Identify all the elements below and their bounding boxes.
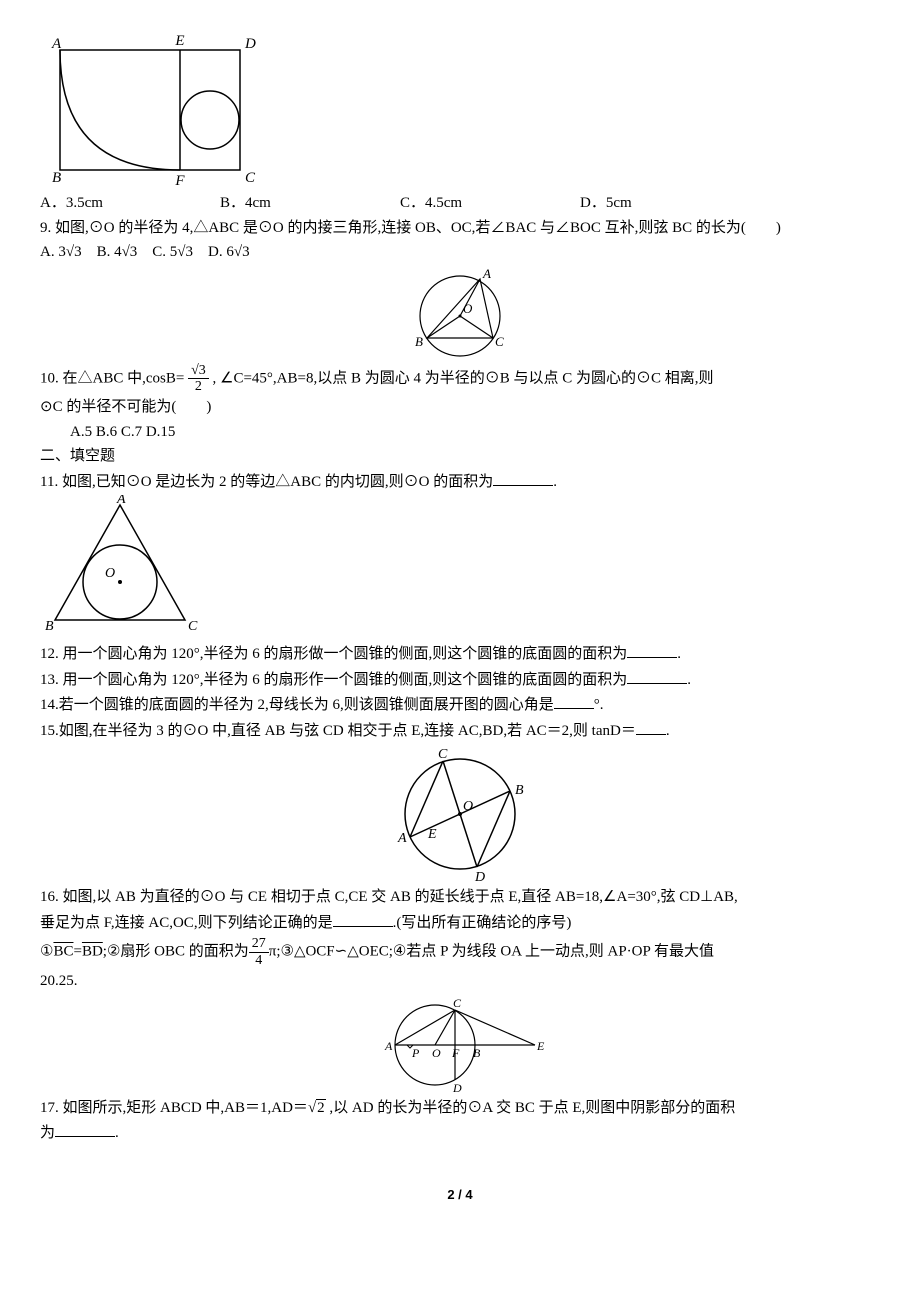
section-2-heading: 二、填空题 (40, 445, 880, 468)
label-A15: A (397, 831, 407, 846)
q16-mid: ;②扇形 OBC 的面积为 (103, 944, 249, 960)
q17-l2: 为 (40, 1125, 55, 1141)
q17-line1: 17. 如图所示,矩形 ABCD 中,AB＝1,AD＝√2 ,以 AD 的长为半… (40, 1097, 880, 1120)
q10-options: A.5 B.6 C.7 D.15 (40, 421, 880, 444)
q16-line3: ①BC=BD;②扇形 OBC 的面积为274π;③△OCF∽△OEC;④若点 P… (40, 936, 880, 968)
q14-line: 14.若一个圆锥的底面圆的半径为 2,母线长为 6,则该圆锥侧面展开图的圆心角是… (40, 693, 880, 717)
q15-line: 15.如图,在半径为 3 的⊙O 中,直径 AB 与弦 CD 相交于点 E,连接… (40, 719, 880, 743)
figure-q11: A B C O (40, 495, 200, 640)
q13-text: 13. 用一个圆心角为 120°,半径为 6 的扇形作一个圆锥的侧面,则这个圆锥… (40, 672, 627, 688)
q14-text: 14.若一个圆锥的底面圆的半径为 2,母线长为 6,则该圆锥侧面展开图的圆心角是 (40, 697, 554, 713)
q13-line: 13. 用一个圆心角为 120°,半径为 6 的扇形作一个圆锥的侧面,则这个圆锥… (40, 668, 880, 692)
label-D: D (244, 36, 256, 52)
q8-opt-a: A．3.5cm (40, 192, 220, 215)
q17-pre: 17. 如图所示,矩形 ABCD 中,AB＝1,AD＝ (40, 1100, 308, 1116)
arc-bc: BC (53, 944, 73, 960)
q16-line2: 垂足为点 F,连接 AC,OC,则下列结论正确的是 .(写出所有正确结论的序号) (40, 911, 880, 935)
label-C16: C (453, 996, 462, 1010)
q11-text: 11. 如图,已知⊙O 是边长为 2 的等边△ABC 的内切圆,则⊙O 的面积为 (40, 474, 493, 490)
label-A9: A (482, 266, 491, 281)
q14-suffix: °. (594, 697, 604, 713)
label-E16: E (536, 1039, 545, 1053)
q8-options: A．3.5cm B．4cm C．4.5cm D．5cm (40, 192, 880, 215)
q9-text: 9. 如图,⊙O 的半径为 4,△ABC 是⊙O 的内接三角形,连接 OB、OC… (40, 217, 880, 240)
page-footer: 2 / 4 (40, 1185, 880, 1205)
label-A16: A (384, 1039, 393, 1053)
q8-opt-c: C．4.5cm (400, 192, 580, 215)
label-D15: D (474, 870, 485, 884)
q10-post: , ∠C=45°,AB=8,以点 B 为圆心 4 为半径的⊙B 与以点 C 为圆… (213, 370, 714, 386)
label-A11: A (116, 495, 126, 507)
label-F16: F (451, 1046, 460, 1060)
q14-blank (554, 693, 594, 709)
label-O16: O (432, 1046, 441, 1060)
label-O9: O (463, 301, 473, 316)
q16-l2-pre: 垂足为点 F,连接 AC,OC,则下列结论正确的是 (40, 915, 333, 931)
q16-line1: 16. 如图,以 AB 为直径的⊙O 与 CE 相切于点 C,CE 交 AB 的… (40, 886, 880, 909)
q16-frac: 274 (249, 936, 269, 968)
q12-line: 12. 用一个圆心角为 120°,半径为 6 的扇形做一个圆锥的侧面,则这个圆锥… (40, 642, 880, 666)
q16-circ1: ① (40, 944, 53, 960)
label-P16: P (411, 1046, 420, 1060)
arc-eq: = (73, 944, 81, 960)
q12-blank (627, 642, 677, 658)
q11-blank (493, 470, 553, 486)
q13-blank (627, 668, 687, 684)
q12-text: 12. 用一个圆心角为 120°,半径为 6 的扇形做一个圆锥的侧面,则这个圆锥… (40, 646, 627, 662)
q17-blank (55, 1121, 115, 1137)
figure-q15: A B C D E O (380, 744, 540, 884)
label-O15: O (463, 799, 473, 814)
q17-line2: 为. (40, 1121, 880, 1145)
label-C11: C (188, 619, 198, 634)
figure-q8: A E D B F C (40, 30, 260, 190)
figure-q9: A B C O (395, 266, 525, 361)
label-B16: B (473, 1046, 481, 1060)
q8-opt-b: B．4cm (220, 192, 400, 215)
label-B9: B (415, 334, 423, 349)
label-A: A (51, 36, 62, 52)
q10-line2: ⊙C 的半径不可能为( ) (40, 396, 880, 419)
q8-opt-d: D．5cm (580, 192, 760, 215)
q16-l2-suf: .(写出所有正确结论的序号) (393, 915, 572, 931)
q9-options: A. 3√3 B. 4√3 C. 5√3 D. 6√3 (40, 241, 880, 264)
label-B15: B (515, 783, 524, 798)
q10-frac: √32 (188, 363, 209, 395)
label-F: F (174, 173, 185, 189)
q11-line: 11. 如图,已知⊙O 是边长为 2 的等边△ABC 的内切圆,则⊙O 的面积为… (40, 470, 880, 494)
label-E: E (174, 33, 184, 49)
q17-sqrt: 2 (316, 1099, 326, 1116)
q10-pre: 10. 在△ABC 中,cosB= (40, 370, 184, 386)
q16-post: π;③△OCF∽△OEC;④若点 P 为线段 OA 上一动点,则 AP·OP 有… (269, 944, 714, 960)
label-D16: D (452, 1081, 462, 1095)
q17-post: ,以 AD 的长为半径的⊙A 交 BC 于点 E,则图中阴影部分的面积 (326, 1100, 736, 1116)
q16-blank (333, 911, 393, 927)
label-C9: C (495, 334, 504, 349)
q15-text: 15.如图,在半径为 3 的⊙O 中,直径 AB 与弦 CD 相交于点 E,连接… (40, 723, 636, 739)
label-E15: E (427, 827, 437, 842)
figure-q16: A B C D E O P F (365, 995, 555, 1095)
label-C: C (245, 170, 256, 186)
q15-blank (636, 719, 666, 735)
label-C15: C (438, 747, 448, 762)
q10-line1: 10. 在△ABC 中,cosB= √32 , ∠C=45°,AB=8,以点 B… (40, 363, 880, 395)
label-B11: B (45, 619, 54, 634)
q16-line4: 20.25. (40, 970, 880, 993)
label-O11: O (105, 566, 115, 581)
arc-bd: BD (82, 944, 103, 960)
label-B: B (52, 170, 61, 186)
